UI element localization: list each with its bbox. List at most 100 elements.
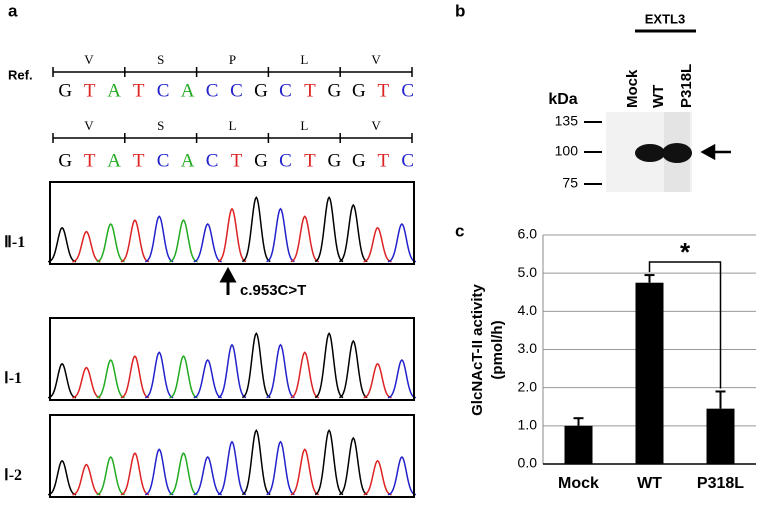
base: G — [58, 80, 72, 101]
trace-peak — [339, 436, 368, 496]
trace-label: Ⅱ-1 — [4, 234, 25, 251]
base: T — [133, 80, 145, 101]
trace-peak — [242, 428, 271, 496]
base: A — [107, 150, 121, 171]
base: C — [401, 150, 414, 171]
unit-label: kDa — [548, 91, 577, 108]
trace-peak — [339, 203, 368, 263]
lane-label: Mock — [624, 69, 641, 108]
base: G — [58, 150, 72, 171]
base: C — [206, 80, 219, 101]
band-arrow — [700, 143, 731, 161]
trace-peak — [363, 226, 392, 263]
trace-box — [49, 317, 415, 401]
trace-peak — [266, 343, 295, 399]
mutation-label: c.953C>T — [240, 282, 306, 299]
trace-peak — [290, 351, 320, 399]
base: T — [304, 150, 316, 171]
y-tick-label: 2.0 — [518, 378, 538, 394]
error-bar — [715, 390, 726, 409]
base: C — [279, 150, 292, 171]
band — [635, 144, 665, 162]
trace-peak — [387, 222, 417, 263]
trace-peak — [290, 448, 320, 496]
y-tick-label: 4.0 — [518, 302, 538, 318]
base: T — [231, 150, 243, 171]
base: A — [107, 80, 121, 101]
base: T — [304, 80, 316, 101]
trace-peak — [120, 452, 150, 496]
trace-peak — [387, 358, 417, 399]
trace-label: Ⅰ-2 — [4, 467, 22, 484]
panel-label: b — [455, 1, 465, 20]
lane-label: WT — [650, 85, 667, 108]
trace-peak — [47, 362, 77, 399]
marker-label: 100 — [555, 143, 579, 159]
trace-peak — [96, 358, 125, 399]
base: T — [84, 80, 96, 101]
base: C — [230, 80, 243, 101]
y-axis-label: GlcNAcT-II activity — [469, 283, 486, 415]
trace-peak — [193, 358, 222, 399]
amino-acid: V — [84, 52, 94, 67]
panel-label: a — [8, 1, 18, 20]
trace-peak — [120, 219, 150, 263]
base: C — [157, 150, 170, 171]
trace-peak — [169, 219, 198, 263]
trace-peak — [242, 331, 271, 399]
trace-peak — [217, 440, 247, 496]
marker-label: 135 — [555, 113, 579, 129]
base: T — [377, 150, 389, 171]
trace-peak — [144, 215, 174, 263]
trace-box — [49, 181, 415, 265]
bar — [635, 282, 664, 464]
amino-acid: P — [229, 52, 236, 67]
trace-peak — [193, 455, 222, 496]
trace-peak — [363, 362, 392, 399]
error-bar — [644, 274, 655, 283]
trace-peak — [266, 440, 295, 496]
amino-acid: V — [371, 118, 381, 133]
group-label: EXTL3 — [645, 11, 685, 26]
base: T — [133, 150, 145, 171]
trace-peak — [144, 351, 174, 399]
trace-peak — [363, 459, 392, 496]
y-tick-label: 6.0 — [518, 226, 538, 242]
amino-acid: S — [157, 118, 164, 133]
trace-peak — [72, 366, 101, 399]
amino-acid: V — [371, 52, 381, 67]
base: T — [377, 80, 389, 101]
base: C — [279, 80, 292, 101]
base: A — [181, 80, 195, 101]
y-tick-label: 0.0 — [518, 455, 538, 471]
significance-bracket — [648, 261, 722, 389]
amino-acid: L — [300, 118, 308, 133]
trace-peak — [96, 222, 125, 263]
trace-peak — [266, 207, 295, 263]
base: T — [84, 150, 96, 171]
trace-peak — [387, 455, 417, 496]
base: G — [352, 80, 366, 101]
y-tick-label: 5.0 — [518, 264, 538, 280]
trace-peak — [169, 452, 198, 496]
x-tick-label: WT — [637, 475, 662, 492]
trace-peak — [144, 448, 174, 496]
trace-peak — [72, 463, 101, 496]
base: C — [401, 80, 414, 101]
base: G — [327, 150, 341, 171]
trace-peak — [217, 207, 247, 263]
amino-acid: V — [84, 118, 94, 133]
trace-peak — [47, 226, 77, 263]
base: A — [181, 150, 195, 171]
trace-peak — [120, 355, 150, 399]
trace-peak — [217, 343, 247, 399]
trace-peak — [47, 459, 77, 496]
trace-peak — [314, 195, 344, 263]
trace-peak — [169, 355, 198, 399]
trace-peak — [242, 195, 271, 263]
marker-label: 75 — [562, 175, 578, 191]
trace-peak — [72, 230, 101, 263]
trace-peak — [193, 222, 222, 263]
base: G — [254, 150, 268, 171]
